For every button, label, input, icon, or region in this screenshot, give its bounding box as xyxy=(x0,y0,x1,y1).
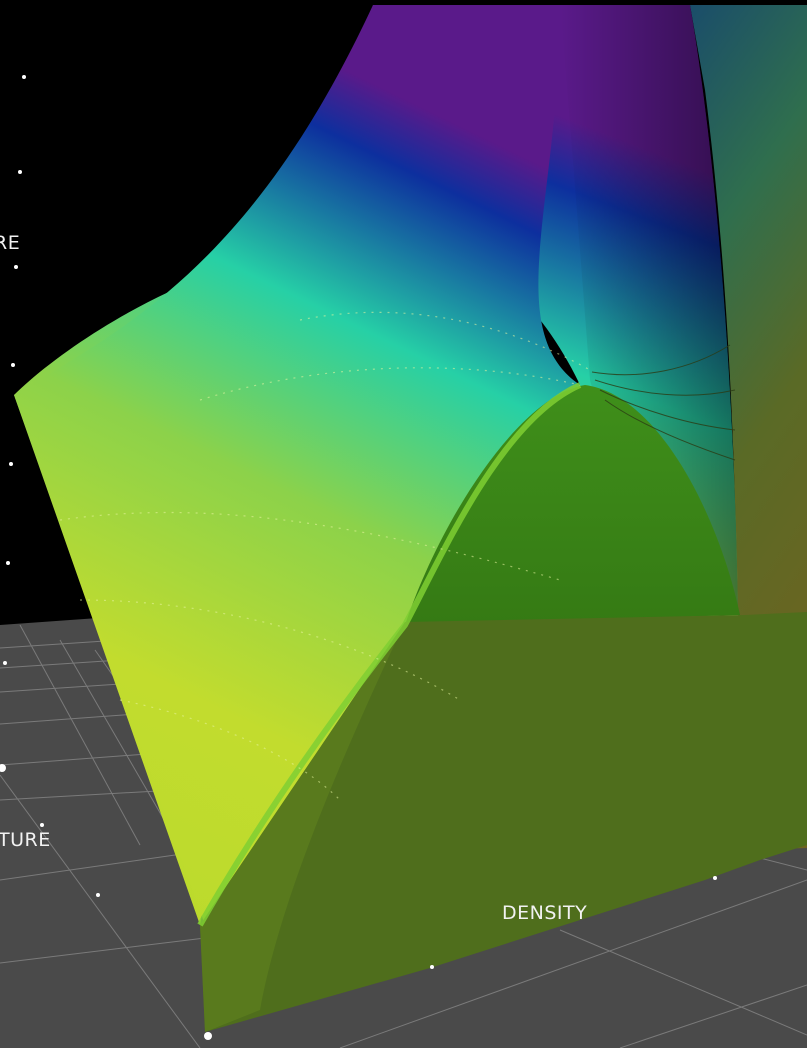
surface-edge xyxy=(197,382,582,927)
surface-dot-lines xyxy=(59,311,591,801)
surface-left-sheet xyxy=(14,5,580,925)
axis-label-density: DENSITY xyxy=(502,902,588,924)
surface-dome xyxy=(405,385,740,625)
surface-lower-sheet-highlight xyxy=(200,622,405,1032)
surface-contours xyxy=(591,344,736,461)
axis-label-top: RE xyxy=(0,232,21,254)
surface-shadow xyxy=(560,5,738,615)
axis-label-temperature: TURE xyxy=(0,829,51,851)
scatter-points xyxy=(0,75,717,1040)
